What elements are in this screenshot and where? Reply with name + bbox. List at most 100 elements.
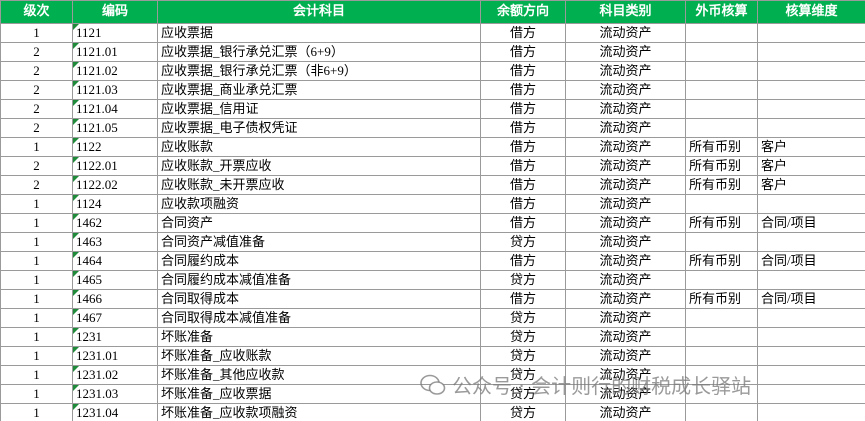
table-row: 1 1463 合同资产减值准备 贷方 流动资产 xyxy=(0,232,865,252)
table-cell: 所有币别 xyxy=(685,251,758,271)
table-cell: 应收票据_商业承兑汇票 xyxy=(157,80,481,100)
empty-cell xyxy=(685,346,758,366)
header-row: 级次 编码 会计科目 余额方向 科目类别 外币核算 核算维度 xyxy=(0,0,865,24)
table-cell: 1 xyxy=(0,270,73,290)
empty-cell xyxy=(685,23,758,43)
header-cell: 会计科目 xyxy=(157,0,481,24)
table-row: 2 1122.02 应收账款_未开票应收 借方 流动资产 所有币别 客户 xyxy=(0,175,865,195)
table-cell: 1 xyxy=(0,213,73,233)
table-cell: 1 xyxy=(0,251,73,271)
empty-cell xyxy=(757,346,865,366)
table-cell: 流动资产 xyxy=(565,308,686,328)
table-cell: 1 xyxy=(0,365,73,385)
table-cell: 流动资产 xyxy=(565,23,686,43)
empty-cell xyxy=(685,232,758,252)
empty-cell xyxy=(757,194,865,214)
table-row: 1 1231.01 坏账准备_应收账款 贷方 流动资产 xyxy=(0,346,865,366)
table-cell: 应收账款_未开票应收 xyxy=(157,175,481,195)
table-row: 2 1122.01 应收账款_开票应收 借方 流动资产 所有币别 客户 xyxy=(0,156,865,176)
empty-cell xyxy=(757,365,865,385)
header-cell: 级次 xyxy=(0,0,73,24)
table-cell: 应收账款 xyxy=(157,137,481,157)
table-cell: 合同履约成本减值准备 xyxy=(157,270,481,290)
table-cell: 1 xyxy=(0,137,73,157)
table-cell: 借方 xyxy=(480,118,566,138)
empty-cell xyxy=(757,23,865,43)
empty-cell xyxy=(757,42,865,62)
table-cell: 合同/项目 xyxy=(757,251,865,271)
empty-cell xyxy=(757,308,865,328)
table-cell: 合同履约成本 xyxy=(157,251,481,271)
table-cell: 坏账准备 xyxy=(157,327,481,347)
watermark-text: 公众号 · 会计则行的财税成长驿站 xyxy=(452,374,752,398)
table-cell: 1124 xyxy=(72,194,158,214)
header-cell: 科目类别 xyxy=(565,0,686,24)
table-cell: 流动资产 xyxy=(565,118,686,138)
table-cell: 所有币别 xyxy=(685,213,758,233)
table-cell: 借方 xyxy=(480,251,566,271)
table-row: 2 1121.05 应收票据_电子债权凭证 借方 流动资产 xyxy=(0,118,865,138)
table-cell: 2 xyxy=(0,61,73,81)
table-cell: 贷方 xyxy=(480,327,566,347)
table-cell: 1122 xyxy=(72,137,158,157)
table-cell: 坏账准备_其他应收款 xyxy=(157,365,481,385)
header-cell: 核算维度 xyxy=(757,0,865,24)
table-cell: 2 xyxy=(0,80,73,100)
empty-cell xyxy=(685,403,758,421)
table-cell: 应收票据_银行承兑汇票（6+9） xyxy=(157,42,481,62)
table-cell: 流动资产 xyxy=(565,99,686,119)
table-cell: 2 xyxy=(0,118,73,138)
table-cell: 贷方 xyxy=(480,403,566,421)
table-cell: 贷方 xyxy=(480,270,566,290)
table-cell: 借方 xyxy=(480,213,566,233)
header-cell: 外币核算 xyxy=(685,0,758,24)
table-body: 1 1121 应收票据 借方 流动资产 2 1121.01 应收票据_银行承兑汇票（6+9）借… xyxy=(0,23,865,421)
table-cell: 流动资产 xyxy=(565,175,686,195)
table-cell: 1121.03 xyxy=(72,80,158,100)
table-cell: 借方 xyxy=(480,175,566,195)
table-cell: 合同/项目 xyxy=(757,213,865,233)
table-cell: 1467 xyxy=(72,308,158,328)
table-cell: 1464 xyxy=(72,251,158,271)
table-cell: 所有币别 xyxy=(685,156,758,176)
table-cell: 1466 xyxy=(72,289,158,309)
empty-cell xyxy=(685,327,758,347)
table-cell: 1 xyxy=(0,346,73,366)
table-cell: 1122.02 xyxy=(72,175,158,195)
table-cell: 2 xyxy=(0,175,73,195)
table-cell: 所有币别 xyxy=(685,137,758,157)
empty-cell xyxy=(757,384,865,404)
table-cell: 坏账准备_应收账款 xyxy=(157,346,481,366)
table-cell: 借方 xyxy=(480,137,566,157)
table-row: 2 1121.02 应收票据_银行承兑汇票（非6+9） 借方 流动资产 xyxy=(0,61,865,81)
table-cell: 1465 xyxy=(72,270,158,290)
table-cell: 1 xyxy=(0,23,73,43)
table-cell: 2 xyxy=(0,42,73,62)
empty-cell xyxy=(685,80,758,100)
table-cell: 1 xyxy=(0,232,73,252)
table-cell: 流动资产 xyxy=(565,251,686,271)
table-cell: 流动资产 xyxy=(565,213,686,233)
empty-cell xyxy=(757,99,865,119)
empty-cell xyxy=(685,61,758,81)
table-row: 1 1462 合同资产 借方 流动资产 所有币别 合同/项目 xyxy=(0,213,865,233)
table-cell: 1462 xyxy=(72,213,158,233)
table-cell: 借方 xyxy=(480,23,566,43)
table-cell: 1121 xyxy=(72,23,158,43)
empty-cell xyxy=(757,80,865,100)
table-cell: 1121.01 xyxy=(72,42,158,62)
table-cell: 流动资产 xyxy=(565,327,686,347)
header-cell: 编码 xyxy=(72,0,158,24)
table-cell: 所有币别 xyxy=(685,175,758,195)
table-cell: 所有币别 xyxy=(685,289,758,309)
table-cell: 流动资产 xyxy=(565,42,686,62)
table-cell: 客户 xyxy=(757,156,865,176)
table-cell: 流动资产 xyxy=(565,156,686,176)
empty-cell xyxy=(685,42,758,62)
wechat-icon xyxy=(420,374,446,395)
table-cell: 应收账款_开票应收 xyxy=(157,156,481,176)
table-cell: 流动资产 xyxy=(565,289,686,309)
table-cell: 流动资产 xyxy=(565,137,686,157)
table-cell: 借方 xyxy=(480,194,566,214)
